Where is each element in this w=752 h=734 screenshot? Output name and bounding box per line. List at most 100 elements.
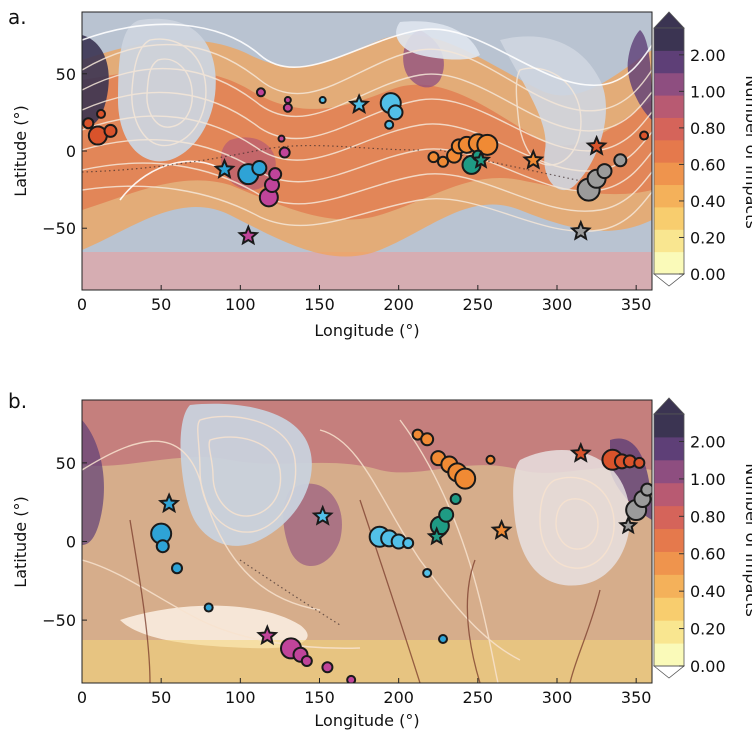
panel-b-ylabel: Latitude (°) bbox=[11, 496, 30, 587]
y-tick-label: −50 bbox=[42, 219, 76, 238]
impact-star-marker bbox=[426, 526, 447, 546]
colorbar-frame bbox=[653, 413, 685, 667]
x-tick-label: 100 bbox=[225, 295, 256, 314]
colorbar-tick-label: 0.40 bbox=[690, 192, 726, 211]
impact-crater-marker bbox=[633, 456, 646, 469]
x-tick-label: 50 bbox=[151, 295, 171, 314]
panel-a-map bbox=[82, 12, 652, 290]
panel-a-xlabel: Longitude (°) bbox=[314, 321, 419, 340]
impact-star-marker bbox=[311, 504, 334, 526]
impact-crater-marker bbox=[420, 432, 435, 447]
y-tick-label: 0 bbox=[66, 142, 76, 161]
colorbar-swatch bbox=[654, 206, 684, 230]
panel-b-xlabel: Longitude (°) bbox=[314, 711, 419, 730]
x-tick-label: 250 bbox=[463, 295, 494, 314]
impact-crater-marker bbox=[613, 153, 628, 168]
colorbar-swatch bbox=[654, 620, 684, 644]
colorbar-tick-label: 1.00 bbox=[690, 470, 726, 489]
impact-crater-marker bbox=[203, 602, 214, 613]
panel-a-low-density-east bbox=[500, 36, 606, 191]
impact-star-marker bbox=[490, 518, 513, 540]
impact-crater-marker bbox=[640, 482, 652, 497]
impact-crater-marker bbox=[282, 102, 293, 113]
colorbar-swatch bbox=[654, 95, 684, 118]
impact-star-marker bbox=[569, 441, 592, 463]
x-tick-label: 250 bbox=[463, 688, 494, 707]
colorbar-extend-min bbox=[652, 665, 686, 679]
colorbar-swatch bbox=[654, 117, 684, 141]
panel-b-high-density-west bbox=[82, 420, 104, 545]
colorbar-swatch bbox=[654, 597, 684, 621]
impact-crater-marker bbox=[437, 155, 449, 168]
impact-crater-marker bbox=[346, 674, 357, 683]
impact-star-marker bbox=[158, 492, 181, 514]
impact-crater-marker bbox=[318, 96, 327, 105]
panel-b-markers bbox=[150, 428, 652, 683]
colorbar-tick-label: 0.00 bbox=[690, 657, 726, 676]
impact-star-marker bbox=[618, 515, 639, 535]
impact-star-marker bbox=[256, 624, 279, 646]
colorbar-swatch bbox=[654, 528, 684, 552]
impact-crater-marker bbox=[438, 506, 455, 523]
colorbar-extend-min bbox=[652, 273, 686, 287]
colorbar-swatch bbox=[654, 459, 684, 484]
x-tick-label: 150 bbox=[304, 295, 335, 314]
x-tick-label: 350 bbox=[621, 295, 652, 314]
impact-crater-marker bbox=[283, 96, 292, 105]
impact-star-marker bbox=[348, 93, 371, 115]
x-tick-label: 100 bbox=[225, 688, 256, 707]
colorbar-swatch bbox=[654, 414, 684, 438]
impact-crater-marker bbox=[596, 163, 613, 180]
colorbar-tick-label: 0.60 bbox=[690, 155, 726, 174]
impact-crater-marker bbox=[103, 123, 118, 138]
colorbar-tick-label: 0.40 bbox=[690, 582, 726, 601]
impact-crater-marker bbox=[300, 654, 313, 667]
x-tick-label: 0 bbox=[77, 688, 87, 707]
colorbar-tick-label: 0.60 bbox=[690, 545, 726, 564]
panel-a-ylabel: Latitude (°) bbox=[11, 105, 30, 196]
x-tick-label: 300 bbox=[542, 688, 573, 707]
panel-a-label: a. bbox=[8, 5, 27, 29]
impact-crater-marker bbox=[384, 119, 395, 130]
colorbar-swatch bbox=[654, 139, 684, 163]
impact-crater-marker bbox=[387, 104, 404, 121]
impact-crater-marker bbox=[454, 467, 477, 490]
colorbar-swatch bbox=[654, 229, 684, 253]
impact-crater-marker bbox=[255, 87, 266, 98]
colorbar-swatch bbox=[654, 251, 684, 275]
panel-b-low-density-east bbox=[513, 450, 630, 586]
impact-crater-marker bbox=[278, 146, 291, 159]
colorbar-tick-label: 1.00 bbox=[690, 82, 726, 101]
panel-a-high-density-west bbox=[82, 35, 109, 127]
panel-b-colorbar: 2.00 1.00 0.80 0.60 0.40 0.20 0.00 Number of I… bbox=[652, 397, 752, 679]
y-tick-label: −50 bbox=[42, 611, 76, 630]
panel-b-dark-contours bbox=[129, 499, 601, 683]
y-tick-label: 50 bbox=[56, 454, 76, 473]
panel-a: a. bbox=[8, 5, 752, 340]
colorbar-swatch bbox=[654, 72, 684, 96]
impact-crater-marker bbox=[251, 159, 268, 176]
impact-crater-marker bbox=[268, 167, 283, 182]
panel-a-impact-core bbox=[82, 70, 652, 220]
impact-crater-marker bbox=[476, 133, 499, 156]
panel-b-south-band bbox=[82, 640, 652, 683]
panel-b-ticks: 0 50 100 150 200 250 300 350 50 0 −50 bbox=[42, 454, 651, 707]
x-tick-label: 300 bbox=[542, 295, 573, 314]
impact-crater-marker bbox=[402, 537, 415, 550]
colorbar-swatch bbox=[654, 50, 684, 74]
panel-b-map bbox=[82, 400, 652, 683]
colorbar-extend-max bbox=[653, 397, 685, 415]
x-tick-label: 150 bbox=[304, 688, 335, 707]
impact-star-marker bbox=[237, 224, 260, 246]
x-tick-label: 200 bbox=[383, 688, 414, 707]
impact-star-marker bbox=[522, 148, 545, 170]
impact-crater-marker bbox=[277, 134, 286, 143]
x-tick-label: 50 bbox=[151, 688, 171, 707]
impact-crater-marker bbox=[438, 633, 448, 644]
impact-star-marker bbox=[470, 149, 492, 169]
impact-crater-marker bbox=[422, 567, 433, 578]
colorbar-swatch bbox=[654, 28, 684, 51]
impact-crater-marker bbox=[639, 130, 650, 141]
colorbar-swatch bbox=[654, 574, 684, 598]
panel-a-south-band bbox=[82, 252, 652, 290]
